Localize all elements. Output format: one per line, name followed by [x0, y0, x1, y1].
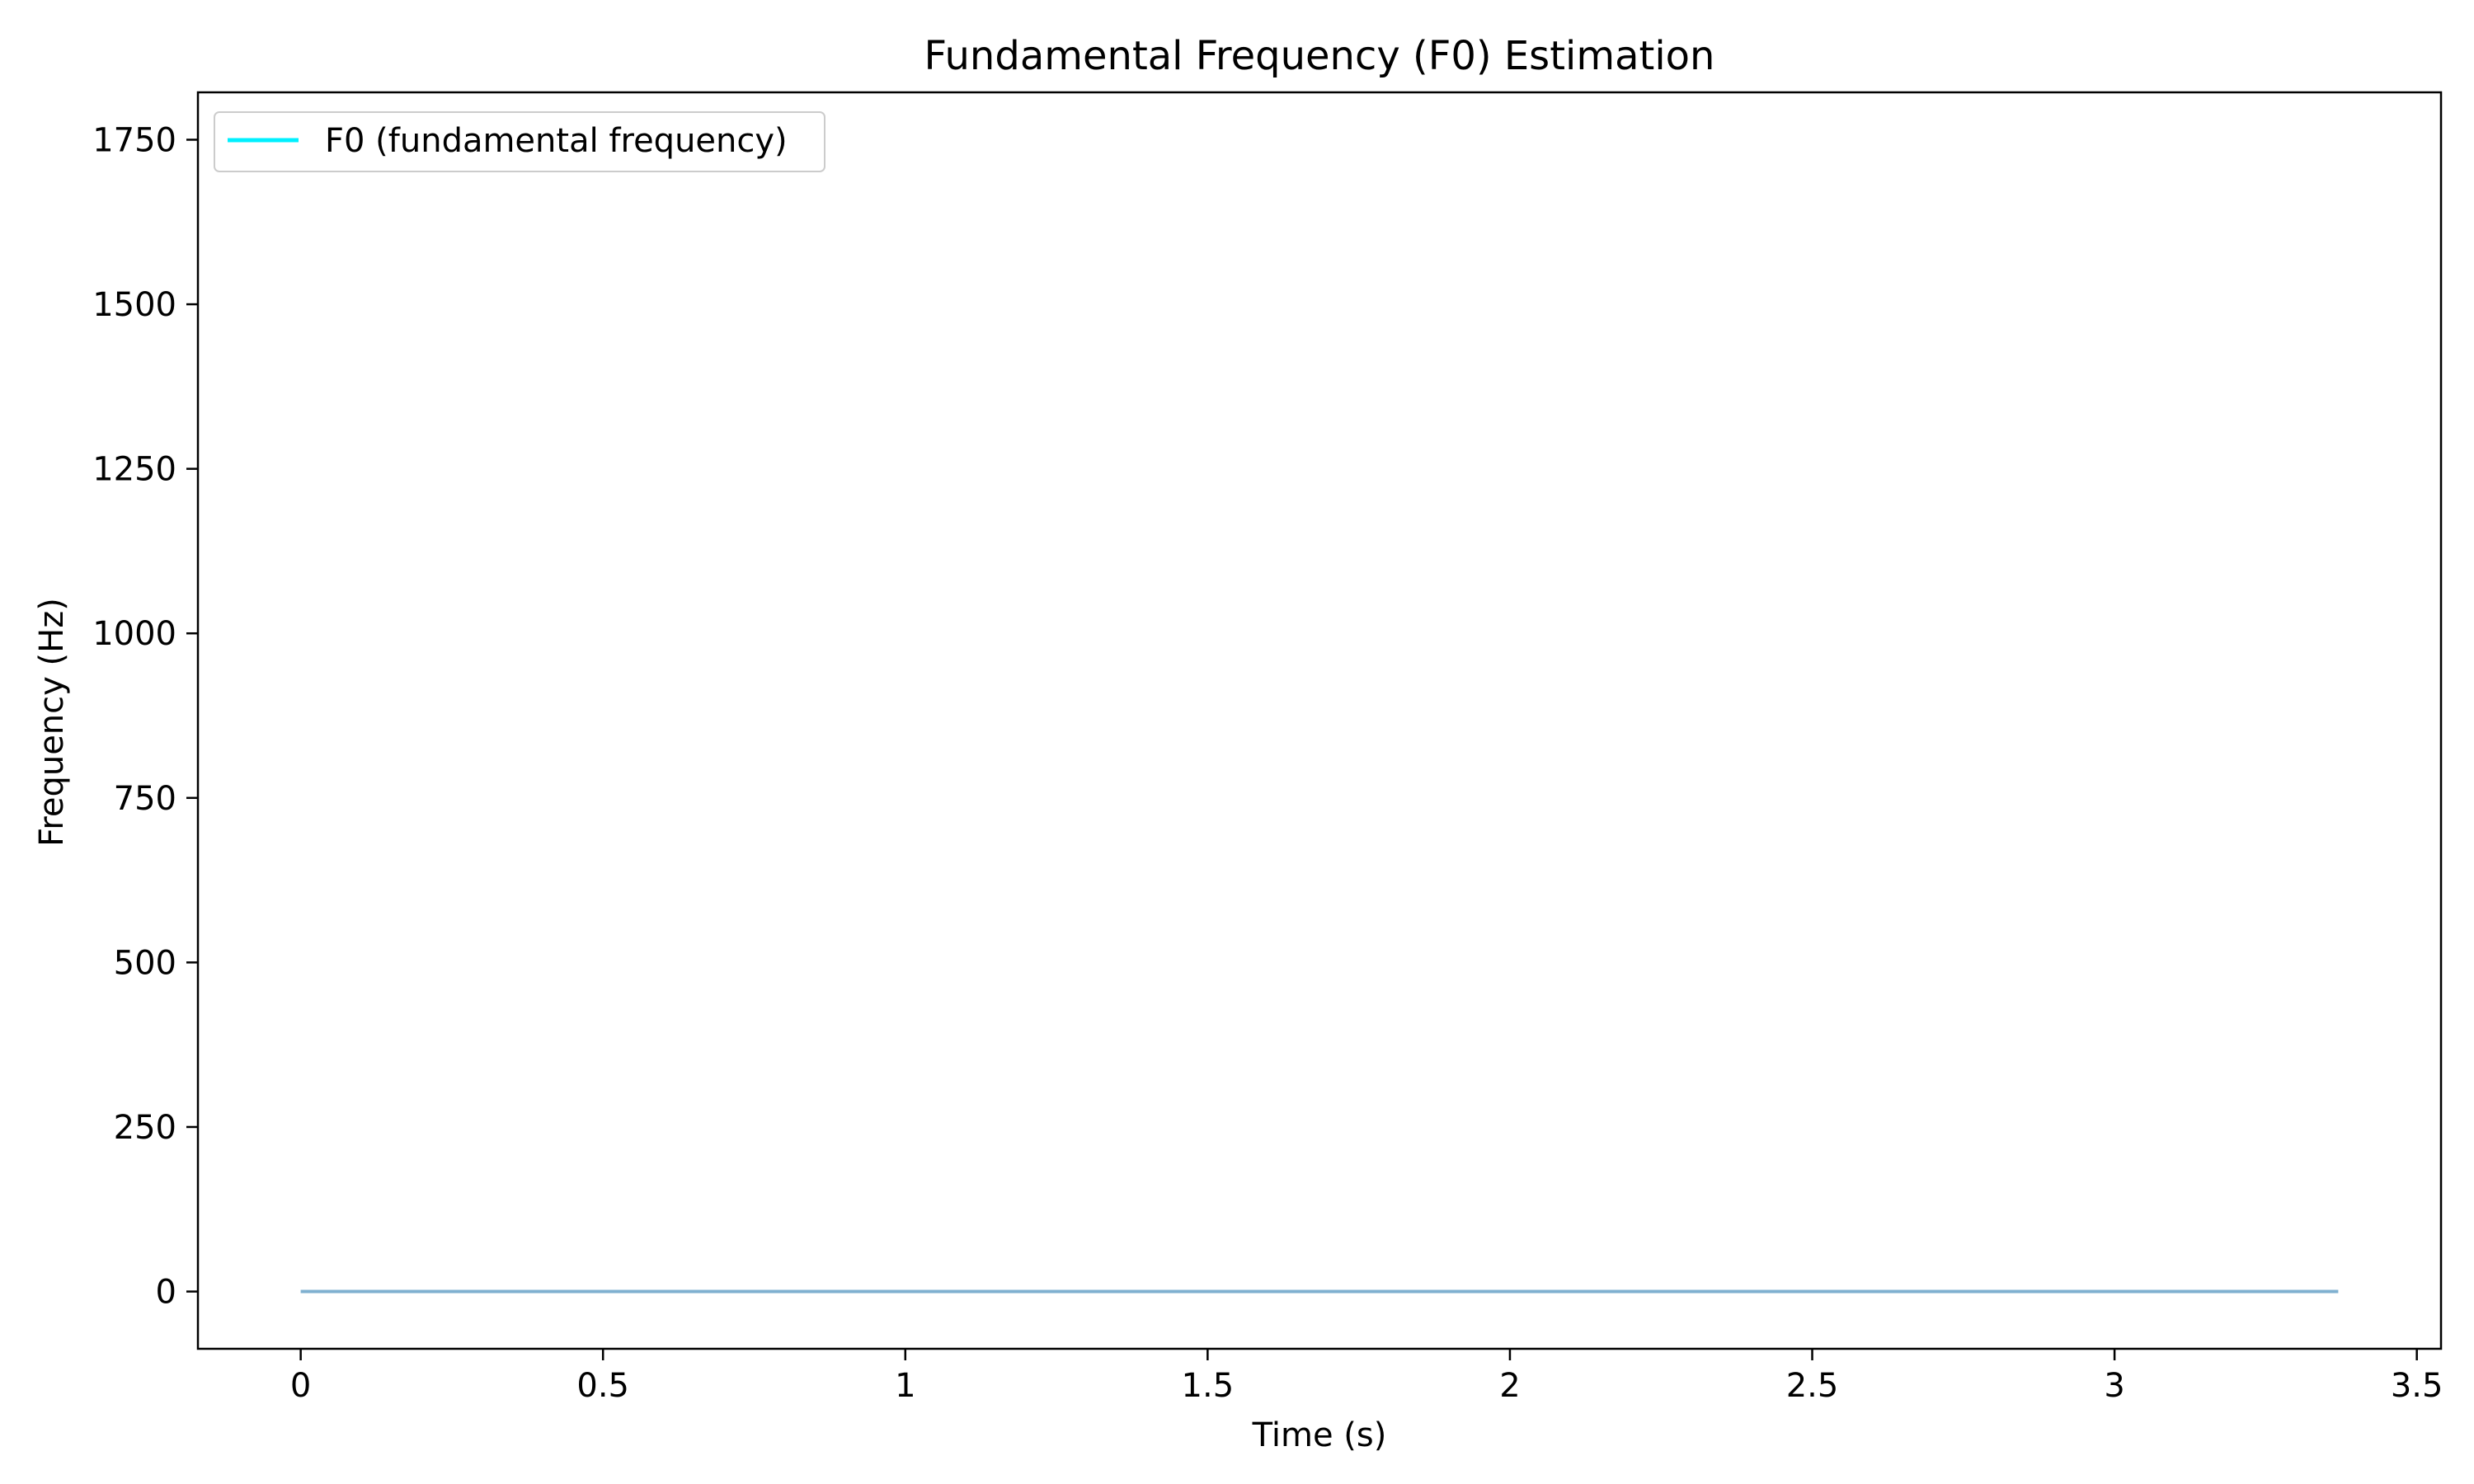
legend-box — [214, 111, 825, 172]
y-tick-label: 0 — [156, 1274, 176, 1312]
x-axis-ticks: 0 0.5 1 1.5 2 2.5 3 3.5 — [290, 1349, 2443, 1405]
y-tick-label: 500 — [114, 944, 176, 982]
y-tick-label: 1250 — [92, 451, 176, 489]
x-tick-label: 0 — [290, 1367, 311, 1405]
y-tick-label: 1000 — [92, 615, 176, 653]
y-tick-label: 750 — [114, 780, 176, 818]
y-axis-label: Frequency (Hz) — [33, 598, 71, 847]
y-tick-label: 250 — [114, 1109, 176, 1147]
legend-label-f0: F0 (fundamental frequency) — [325, 122, 788, 160]
y-tick-label: 1500 — [92, 286, 176, 324]
x-tick-label: 1 — [895, 1367, 915, 1405]
x-tick-label: 2.5 — [1786, 1367, 1839, 1405]
x-tick-label: 1.5 — [1182, 1367, 1235, 1405]
y-tick-label: 1750 — [92, 121, 176, 159]
y-axis-ticks: 0 250 500 750 1000 1250 1500 1750 — [92, 121, 198, 1312]
x-tick-label: 3 — [2104, 1367, 2124, 1405]
chart-title: Fundamental Frequency (F0) Estimation — [924, 33, 1715, 79]
axes-frame — [196, 91, 2443, 1350]
x-tick-label: 0.5 — [576, 1367, 629, 1405]
legend: F0 (fundamental frequency) — [214, 111, 825, 172]
x-tick-label: 2 — [1499, 1367, 1520, 1405]
x-axis-label: Time (s) — [1252, 1416, 1387, 1454]
plot-area — [196, 91, 2443, 1350]
x-tick-label: 3.5 — [2391, 1367, 2443, 1405]
